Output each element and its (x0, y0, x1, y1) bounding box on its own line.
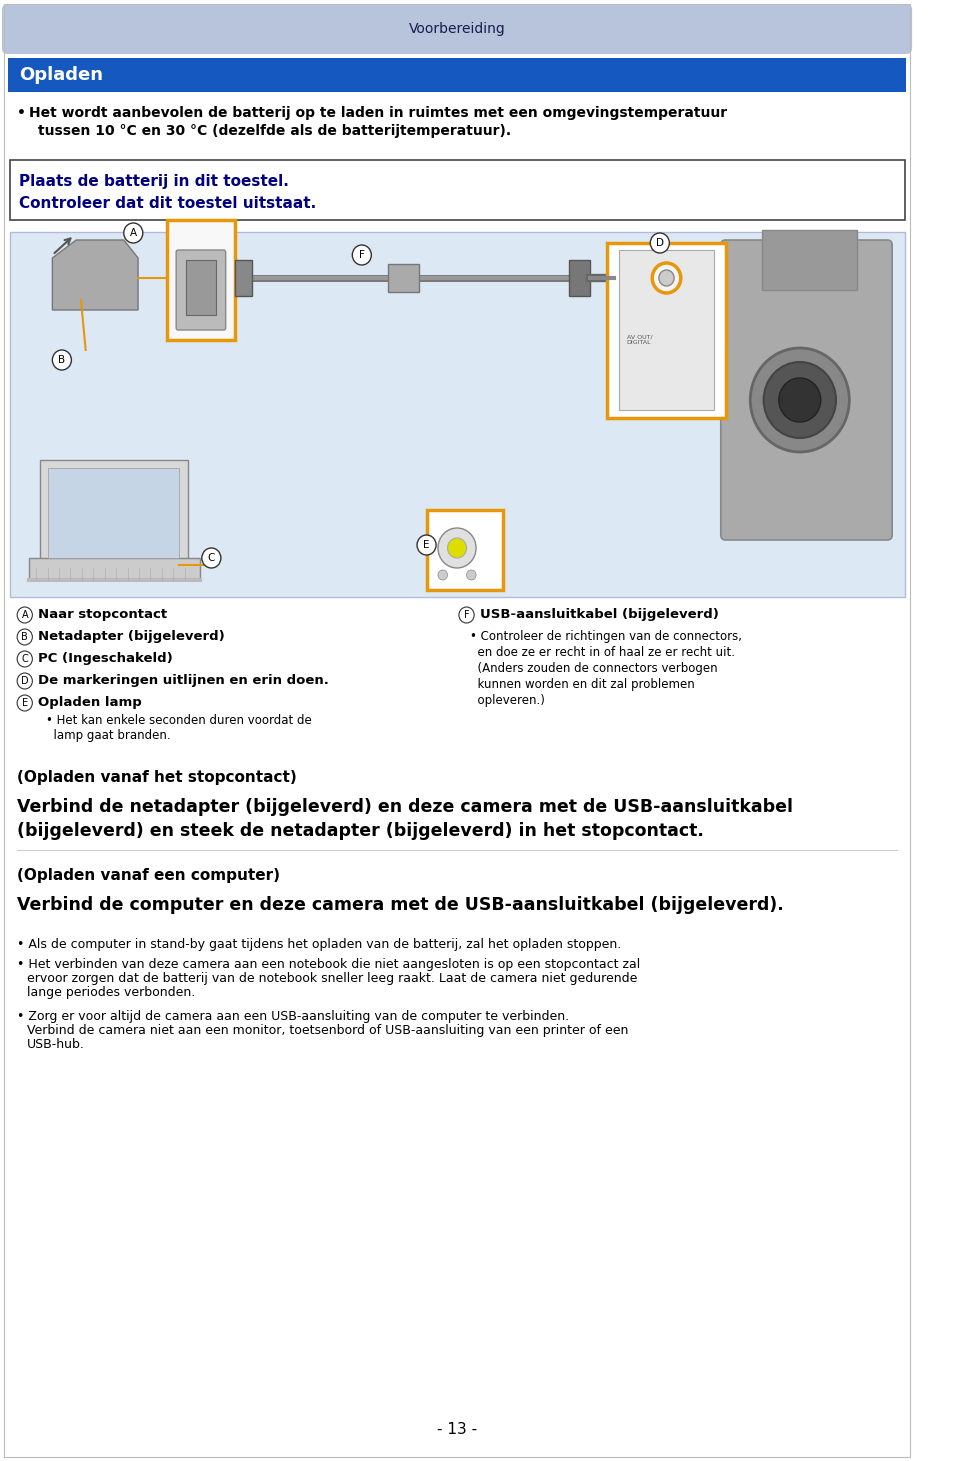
Text: (Opladen vanaf een computer): (Opladen vanaf een computer) (17, 868, 280, 882)
Circle shape (17, 606, 33, 622)
FancyBboxPatch shape (10, 232, 904, 598)
Circle shape (650, 232, 669, 253)
Circle shape (459, 606, 474, 622)
FancyBboxPatch shape (40, 460, 187, 565)
Text: Naar stopcontact: Naar stopcontact (38, 608, 167, 621)
Text: Verbind de computer en deze camera met de USB-aansluitkabel (bijgeleverd).: Verbind de computer en deze camera met d… (17, 896, 784, 915)
Text: en doe ze er recht in of haal ze er recht uit.: en doe ze er recht in of haal ze er rech… (470, 646, 735, 659)
Text: F: F (359, 250, 365, 260)
Text: • Het kan enkele seconden duren voordat de: • Het kan enkele seconden duren voordat … (46, 714, 311, 728)
Circle shape (124, 224, 143, 243)
Text: • Het verbinden van deze camera aan een notebook die niet aangesloten is op een : • Het verbinden van deze camera aan een … (17, 958, 640, 972)
Circle shape (53, 351, 71, 370)
Text: • Zorg er voor altijd de camera aan een USB-aansluiting van de computer te verbi: • Zorg er voor altijd de camera aan een … (17, 1010, 569, 1023)
Circle shape (438, 570, 447, 580)
Text: USB-aansluitkabel (bijgeleverd): USB-aansluitkabel (bijgeleverd) (480, 608, 719, 621)
FancyBboxPatch shape (10, 161, 904, 221)
Circle shape (779, 378, 821, 422)
Text: Voorbereiding: Voorbereiding (409, 22, 505, 37)
Circle shape (438, 527, 476, 568)
Text: Netadapter (bijgeleverd): Netadapter (bijgeleverd) (38, 630, 225, 643)
FancyBboxPatch shape (48, 468, 179, 558)
Circle shape (659, 270, 674, 286)
Text: C: C (207, 554, 215, 562)
Circle shape (763, 362, 836, 438)
Circle shape (751, 348, 850, 451)
FancyBboxPatch shape (176, 250, 226, 330)
Text: D: D (656, 238, 663, 248)
Circle shape (652, 263, 681, 294)
Circle shape (467, 570, 476, 580)
Text: Verbind de netadapter (bijgeleverd) en deze camera met de USB-aansluitkabel: Verbind de netadapter (bijgeleverd) en d… (17, 798, 793, 817)
Text: tussen 10 °C en 30 °C (dezelfde als de batterijtemperatuur).: tussen 10 °C en 30 °C (dezelfde als de b… (38, 124, 512, 137)
Text: De markeringen uitlijnen en erin doen.: De markeringen uitlijnen en erin doen. (38, 674, 329, 687)
Text: • Controleer de richtingen van de connectors,: • Controleer de richtingen van de connec… (470, 630, 742, 643)
FancyBboxPatch shape (619, 250, 714, 411)
FancyBboxPatch shape (389, 264, 419, 292)
Text: B: B (21, 633, 28, 641)
Text: A: A (21, 611, 28, 619)
FancyBboxPatch shape (167, 221, 235, 340)
Text: •: • (17, 107, 26, 120)
Text: • Als de computer in stand-by gaat tijdens het opladen van de batterij, zal het : • Als de computer in stand-by gaat tijde… (17, 938, 621, 951)
FancyBboxPatch shape (426, 510, 503, 590)
Text: Controleer dat dit toestel uitstaat.: Controleer dat dit toestel uitstaat. (19, 196, 316, 210)
FancyBboxPatch shape (29, 558, 200, 580)
Circle shape (352, 245, 372, 264)
Text: F: F (464, 611, 469, 619)
Circle shape (17, 652, 33, 668)
Text: Opladen: Opladen (19, 66, 103, 83)
FancyBboxPatch shape (761, 229, 857, 289)
Text: (Anders zouden de connectors verbogen: (Anders zouden de connectors verbogen (470, 662, 718, 675)
Circle shape (17, 630, 33, 644)
FancyBboxPatch shape (185, 260, 216, 316)
FancyBboxPatch shape (8, 58, 906, 92)
Text: B: B (59, 355, 65, 365)
Text: lange periodes verbonden.: lange periodes verbonden. (27, 986, 195, 999)
Text: Plaats de batterij in dit toestel.: Plaats de batterij in dit toestel. (19, 174, 289, 188)
Text: PC (Ingeschakeld): PC (Ingeschakeld) (38, 652, 173, 665)
FancyBboxPatch shape (608, 243, 727, 418)
Text: USB-hub.: USB-hub. (27, 1037, 84, 1050)
Text: D: D (21, 676, 29, 687)
Circle shape (17, 695, 33, 712)
Text: E: E (22, 698, 28, 709)
Circle shape (17, 674, 33, 690)
Polygon shape (53, 240, 138, 310)
FancyBboxPatch shape (721, 240, 892, 541)
Circle shape (202, 548, 221, 568)
Text: lamp gaat branden.: lamp gaat branden. (46, 729, 170, 742)
Text: Het wordt aanbevolen de batterij op te laden in ruimtes met een omgevingstempera: Het wordt aanbevolen de batterij op te l… (29, 107, 727, 120)
Text: (bijgeleverd) en steek de netadapter (bijgeleverd) in het stopcontact.: (bijgeleverd) en steek de netadapter (bi… (17, 823, 704, 840)
FancyBboxPatch shape (2, 4, 912, 54)
Text: A: A (130, 228, 137, 238)
Text: (Opladen vanaf het stopcontact): (Opladen vanaf het stopcontact) (17, 770, 297, 785)
Text: Verbind de camera niet aan een monitor, toetsenbord of USB-aansluiting van een p: Verbind de camera niet aan een monitor, … (27, 1024, 628, 1037)
FancyBboxPatch shape (569, 260, 590, 297)
Text: E: E (423, 541, 430, 549)
Text: ervoor zorgen dat de batterij van de notebook sneller leeg raakt. Laat de camera: ervoor zorgen dat de batterij van de not… (27, 972, 637, 985)
Text: opleveren.): opleveren.) (470, 694, 545, 707)
FancyBboxPatch shape (235, 260, 252, 297)
Circle shape (447, 538, 467, 558)
Text: C: C (21, 655, 28, 663)
Text: - 13 -: - 13 - (437, 1423, 477, 1438)
Text: Opladen lamp: Opladen lamp (38, 695, 142, 709)
Text: kunnen worden en dit zal problemen: kunnen worden en dit zal problemen (470, 678, 695, 691)
Text: AV OUT/
DIGITAL: AV OUT/ DIGITAL (627, 335, 652, 345)
Circle shape (417, 535, 436, 555)
